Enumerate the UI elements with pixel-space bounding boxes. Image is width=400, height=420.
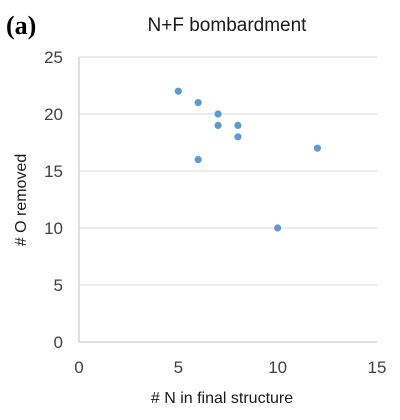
data-point bbox=[174, 87, 182, 95]
panel-label: (a) bbox=[6, 11, 36, 40]
x-tick-label: 10 bbox=[268, 358, 287, 377]
data-point bbox=[313, 144, 321, 152]
y-tick-label: 20 bbox=[44, 105, 63, 124]
tick-labels: 0 5 10 15 20 25 0 5 10 15 bbox=[44, 48, 386, 377]
data-point bbox=[234, 133, 242, 141]
data-point bbox=[194, 156, 202, 164]
data-point bbox=[194, 99, 202, 107]
x-axis-label: # N in final structure bbox=[151, 390, 293, 407]
data-point bbox=[214, 121, 222, 129]
axis-layer bbox=[78, 57, 377, 343]
x-tick-label: 0 bbox=[74, 358, 83, 377]
data-points bbox=[174, 87, 321, 232]
y-tick-label: 5 bbox=[54, 276, 63, 295]
y-axis-label: # O removed bbox=[13, 154, 30, 246]
data-point bbox=[274, 224, 282, 232]
x-tick-label: 15 bbox=[368, 358, 387, 377]
data-point bbox=[214, 110, 222, 118]
x-tick-label: 5 bbox=[174, 358, 183, 377]
chart-title: N+F bombardment bbox=[148, 15, 308, 36]
data-point bbox=[234, 121, 242, 129]
y-tick-label: 10 bbox=[44, 219, 63, 238]
y-tick-label: 0 bbox=[54, 333, 63, 352]
y-tick-label: 15 bbox=[44, 162, 63, 181]
y-tick-label: 25 bbox=[44, 48, 63, 67]
grid-layer bbox=[79, 56, 377, 286]
